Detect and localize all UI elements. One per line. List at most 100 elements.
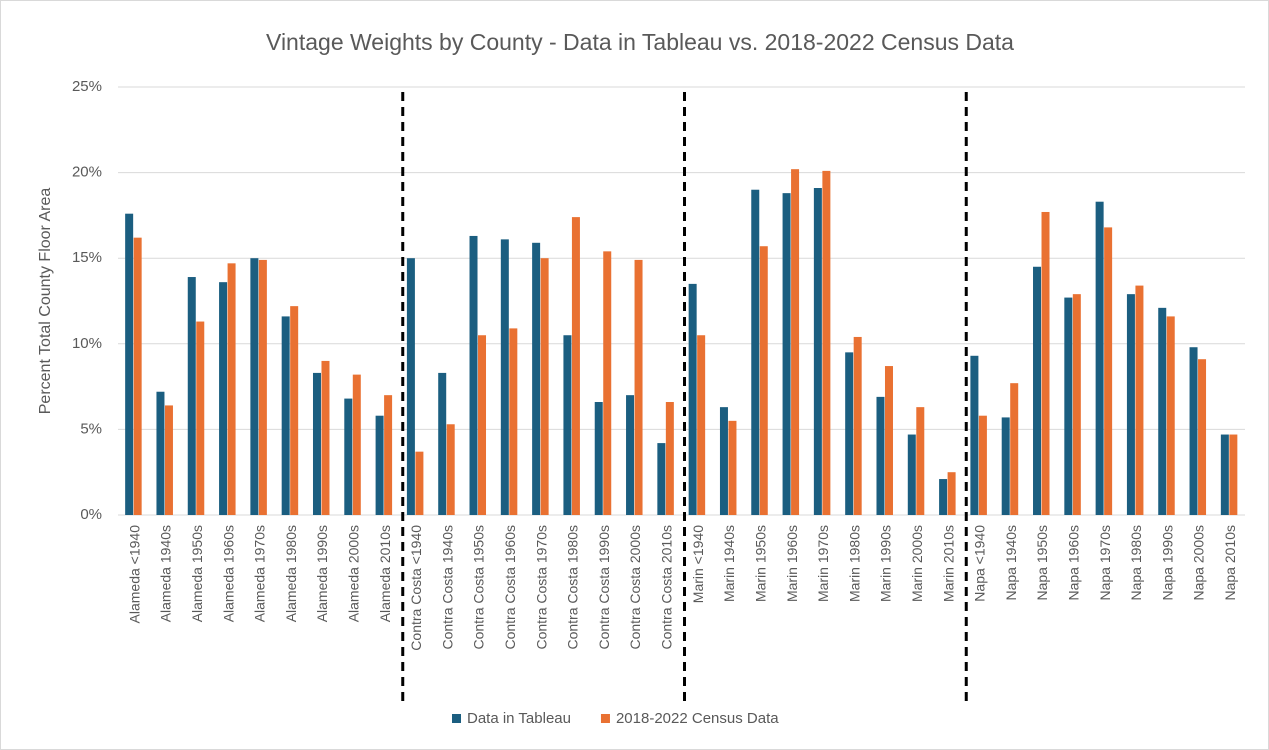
bar (845, 352, 854, 515)
x-tick-label: Contra Costa 1940s (439, 525, 455, 650)
x-tick-label: Marin 1980s (846, 525, 862, 602)
bar (876, 396, 885, 515)
bar (469, 235, 478, 515)
x-tick-label: Napa 1990s (1159, 525, 1175, 601)
bar (187, 277, 196, 515)
bar (250, 258, 259, 515)
bar (1158, 307, 1167, 515)
legend-swatch (600, 714, 610, 723)
x-tick-label: Napa 2010s (1222, 525, 1238, 601)
bar (196, 321, 205, 515)
bar (970, 355, 979, 515)
bar (509, 328, 518, 515)
x-tick-label: Alameda 1960s (220, 525, 236, 622)
x-tick-label: Marin <1940 (690, 525, 706, 603)
bar (1104, 227, 1113, 515)
bar (907, 434, 916, 515)
bar (782, 193, 791, 516)
x-tick-label: Napa 1950s (1034, 525, 1050, 601)
x-tick-label: Contra Costa 2010s (659, 525, 675, 650)
bar (156, 391, 165, 515)
bar (344, 398, 353, 515)
bar (728, 420, 737, 515)
x-tick-label: Alameda 2010s (377, 525, 393, 622)
bar (415, 451, 424, 515)
bar (352, 374, 361, 515)
x-tick-label: Alameda 1950s (189, 525, 205, 622)
bar (321, 360, 330, 515)
bar (133, 237, 142, 515)
bar (978, 415, 987, 515)
x-tick-label: Contra Costa 1970s (533, 525, 549, 650)
y-tick-label: 20% (72, 164, 102, 181)
bar (281, 316, 290, 515)
x-tick-label: Alameda 1970s (252, 525, 268, 622)
bar (563, 335, 572, 515)
bar (571, 217, 580, 515)
bar (688, 283, 697, 515)
bar (1229, 434, 1238, 515)
bar (751, 189, 760, 515)
bar (227, 263, 236, 515)
y-tick-label: 25% (72, 78, 102, 95)
bar (312, 372, 321, 515)
bar (822, 170, 831, 515)
bar (164, 405, 173, 515)
x-tick-label: Alameda 1980s (283, 525, 299, 622)
bar (375, 415, 384, 515)
bar (665, 402, 674, 515)
bar (626, 395, 635, 515)
x-tick-label: Marin 2000s (909, 525, 925, 602)
x-tick-label: Napa 1970s (1097, 525, 1113, 601)
x-tick-label: Contra Costa 1950s (471, 525, 487, 650)
bar (1189, 347, 1198, 515)
y-tick-label: 10% (72, 335, 102, 352)
bar (939, 479, 948, 515)
bar (884, 366, 893, 515)
x-tick-label: Alameda 2000s (345, 525, 361, 622)
bar (540, 258, 549, 515)
bar (500, 239, 509, 516)
bar (1072, 294, 1081, 515)
y-tick-label: 15% (72, 249, 102, 266)
bar (1001, 417, 1010, 515)
bar (290, 306, 299, 515)
x-tick-label: Alameda 1990s (314, 525, 330, 622)
bar (1220, 434, 1229, 515)
bar (594, 402, 603, 515)
bar (697, 335, 706, 515)
bar (791, 169, 800, 515)
x-tick-label: Contra Costa <1940 (408, 525, 424, 651)
x-tick-label: Contra Costa 1990s (596, 525, 612, 650)
bar (478, 335, 487, 515)
bar (1126, 294, 1135, 515)
bar (258, 259, 267, 515)
y-tick-label: 5% (80, 420, 102, 437)
x-tick-label: Marin 1950s (752, 525, 768, 602)
x-tick-label: Napa <1940 (972, 525, 988, 602)
bar (603, 251, 612, 516)
bar (657, 443, 666, 515)
bar (446, 424, 455, 515)
x-tick-label: Alameda 1940s (158, 525, 174, 622)
x-tick-label: Marin 1990s (878, 525, 894, 602)
bar (384, 395, 393, 515)
bar (916, 407, 925, 515)
chart-title: Vintage Weights by County - Data in Tabl… (266, 29, 1014, 55)
x-tick-label: Alameda <1940 (126, 525, 142, 624)
bar (759, 246, 768, 515)
bar (438, 372, 447, 515)
bar (813, 188, 822, 515)
x-tick-label: Contra Costa 1980s (565, 525, 581, 650)
legend-label: Data in Tableau (467, 710, 571, 727)
x-tick-label: Napa 1980s (1128, 525, 1144, 601)
bar (1166, 316, 1175, 515)
bar (947, 472, 956, 515)
bar (1198, 359, 1207, 515)
x-tick-label: Contra Costa 1960s (502, 525, 518, 650)
x-tick-label: Marin 1940s (721, 525, 737, 602)
x-tick-label: Napa 2000s (1191, 525, 1207, 601)
bar (219, 282, 228, 515)
x-tick-label: Napa 1940s (1003, 525, 1019, 601)
bar (1095, 201, 1104, 516)
